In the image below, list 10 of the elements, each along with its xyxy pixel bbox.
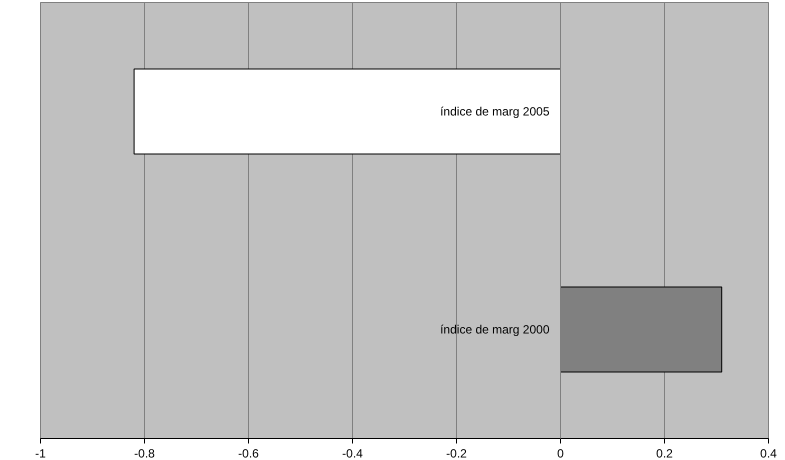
x-tick-label: 0.2 <box>656 446 674 460</box>
x-tick-label: -1 <box>35 446 46 460</box>
x-tick-label: -0.6 <box>238 446 260 460</box>
x-tick-label: -0.4 <box>342 446 364 460</box>
x-tick-label: 0.4 <box>760 446 778 460</box>
x-tick-label: -0.2 <box>446 446 468 460</box>
y-tick-label: índice de marg 2005 <box>440 104 550 118</box>
y-tick-label: índice de marg 2000 <box>440 322 550 336</box>
x-tick-label: -0.8 <box>134 446 156 460</box>
x-tick-label: 0 <box>557 446 564 460</box>
